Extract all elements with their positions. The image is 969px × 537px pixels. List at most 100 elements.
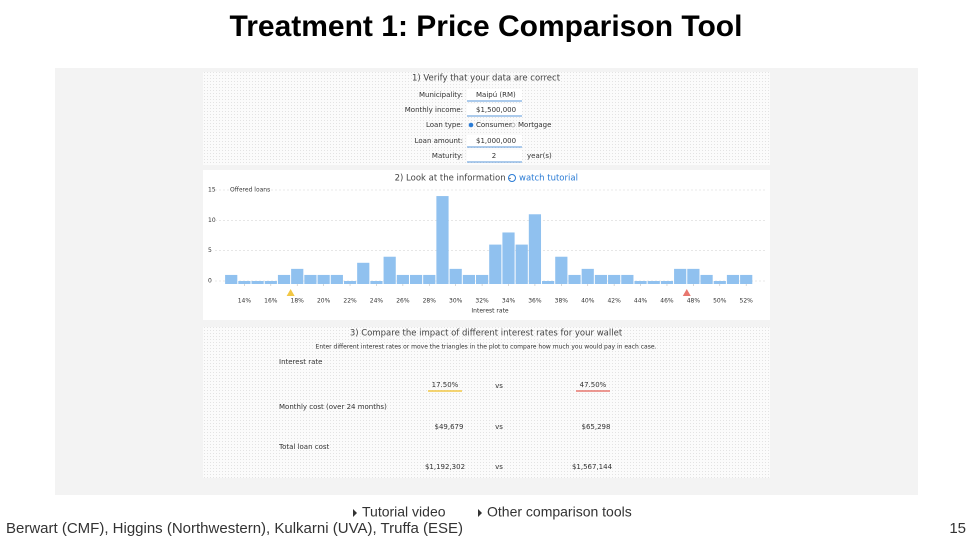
bar [608,274,621,284]
radio-label: Consumer [476,121,512,129]
bar [740,274,753,284]
x-tick-label: 22% [343,298,357,305]
total-a: $1,192,302 [425,463,465,471]
bar [370,281,383,284]
x-tick-label: 52% [740,298,754,305]
authors: Berwart (CMF), Higgins (Northwestern), K… [6,520,463,537]
rate-triangle[interactable] [682,289,691,296]
bar [291,268,304,284]
monthly-a: $49,679 [435,423,464,431]
bar [502,232,515,284]
section-heading: 1) Verify that your data are correct [412,74,561,84]
page-number: 15 [949,520,966,537]
bar [396,274,409,284]
field-label: Monthly income: [405,106,463,114]
input-field[interactable] [467,89,522,100]
x-tick-label: 48% [687,298,701,305]
bar [304,274,317,284]
radio-label: Mortgage [518,121,551,129]
bar [343,281,357,284]
monthly-label: Monthly cost (over 24 months) [279,403,387,411]
x-tick-label: 30% [449,298,463,305]
radio[interactable] [510,122,516,128]
total-label: Total loan cost [278,443,330,451]
bar [409,274,423,284]
bar [647,281,660,284]
y-axis-label: Offered loans [230,187,270,194]
bar [568,274,581,284]
rate-label: Interest rate [279,358,322,366]
input-field[interactable] [467,150,522,161]
input-field[interactable] [467,104,522,115]
field-label: Maturity: [432,152,463,160]
x-tick-label: 24% [370,298,384,305]
bar [581,268,594,284]
vs: vs [495,382,503,390]
x-tick-label: 20% [317,298,331,305]
bar [225,274,238,284]
field-label: Municipality: [419,91,463,99]
rate-a[interactable]: 17.50% [432,381,459,389]
bar [383,256,396,284]
x-tick-label: 44% [634,298,648,305]
bar [277,274,291,284]
radio[interactable] [468,122,474,128]
input-field[interactable] [467,135,522,146]
vs: vs [495,463,503,471]
bar [423,274,436,284]
y-tick-label: 0 [208,278,212,285]
footer-link[interactable]: Tutorial video [362,504,446,520]
bar [555,256,568,284]
y-tick-label: 15 [208,187,216,194]
x-tick-label: 42% [607,298,621,305]
x-tick-label: 16% [264,298,278,305]
rate-b[interactable]: 47.50% [580,381,607,389]
tutorial-link[interactable]: watch tutorial [519,174,578,184]
vs: vs [495,423,503,431]
link-arrow [478,509,482,517]
x-tick-label: 36% [528,298,542,305]
bar [449,268,462,284]
rate-triangle[interactable] [286,289,295,296]
footer-link[interactable]: Other comparison tools [487,504,632,520]
x-tick-label: 34% [502,298,516,305]
y-tick-label: 10 [208,217,216,224]
x-tick-label: 28% [423,298,437,305]
bar [475,274,489,284]
x-tick-label: 46% [660,298,674,305]
bar [238,281,251,284]
field-label: Loan type: [426,121,463,129]
input-value: $1,000,000 [476,137,516,145]
bar [436,196,449,284]
section-compare [203,327,770,478]
bar [700,274,713,284]
input-value: Maipú (RM) [476,91,516,99]
x-tick-label: 50% [713,298,727,305]
bar [594,274,608,284]
bar [713,281,726,284]
field-label: Loan amount: [415,137,463,145]
slide-title: Treatment 1: Price Comparison Tool [230,10,743,43]
x-tick-label: 26% [396,298,410,305]
form: Municipality: Maipú (RM) Monthly income: $1… [405,89,552,163]
input-value: 2 [492,152,496,160]
bar [726,274,740,284]
input-value: $1,500,000 [476,106,516,114]
bar [674,268,687,284]
x-tick-label: 38% [555,298,569,305]
play-icon [508,174,516,182]
bar [660,281,674,284]
section-chart [203,170,770,320]
x-tick-label: 14% [238,298,252,305]
section-subheading: Enter different interest rates or move t… [316,344,657,351]
bar [330,274,343,284]
bar [687,268,700,284]
bar [251,281,264,284]
x-axis-label: Interest rate [471,308,509,315]
bar [489,244,502,284]
bar [264,281,277,284]
bar [515,244,528,284]
monthly-b: $65,298 [582,423,611,431]
x-tick-label: 40% [581,298,595,305]
